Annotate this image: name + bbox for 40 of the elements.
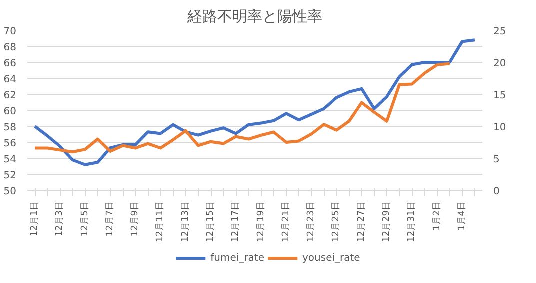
x-tick-label: 12月25日 (332, 202, 342, 242)
line-series (34, 62, 452, 154)
y-tick-label: 66 (4, 58, 17, 70)
x-tick-label: 12月23日 (306, 202, 317, 242)
y2-tick-label: 25 (494, 26, 506, 38)
x-tick-label: 12月27日 (356, 202, 367, 242)
y-tick-label: 60 (4, 106, 17, 118)
x-tick-label: 12月15日 (206, 202, 216, 242)
x-tick-label: 12月7日 (105, 201, 116, 237)
y2-tick-label: 15 (494, 90, 506, 102)
x-tick-label: 12月3日 (55, 201, 66, 237)
y-tick-label: 52 (4, 170, 17, 182)
y-tick-label: 54 (4, 154, 17, 166)
y-tick-label: 68 (4, 42, 17, 54)
y2-tick-label: 0 (494, 186, 500, 198)
x-tick-label: 12月11日 (156, 202, 166, 242)
x-tick-label: 1月4日 (457, 202, 468, 231)
x-tick-label: 12月19日 (256, 202, 266, 242)
y2-tick-label: 5 (494, 154, 500, 166)
legend-label: fumei_rate (210, 252, 265, 264)
line-series (34, 38, 476, 166)
x-tick-label: 12月31日 (407, 202, 418, 242)
y-tick-label: 58 (4, 122, 17, 134)
chart-title: 経路不明率と陽性率 (186, 8, 322, 26)
y-tick-label: 62 (4, 90, 17, 102)
y-tick-label: 56 (4, 138, 17, 150)
y-tick-label: 70 (4, 26, 17, 38)
y-tick-label: 50 (4, 186, 17, 198)
x-tick-label: 12月29日 (382, 202, 392, 242)
x-tick-label: 12月9日 (130, 201, 141, 237)
legend-label: yousei_rate (302, 252, 360, 264)
x-tick-label: 12月5日 (80, 201, 90, 237)
x-tick-label: 12月21日 (281, 202, 292, 242)
x-tick-label: 1月2日 (432, 202, 442, 231)
y-tick-label: 64 (4, 74, 17, 86)
x-tick-label: 12月1日 (30, 201, 40, 237)
x-tick-label: 12月13日 (180, 202, 191, 242)
x-tick-label: 12月17日 (231, 202, 242, 242)
y2-tick-label: 20 (494, 58, 506, 70)
y2-tick-label: 10 (494, 122, 506, 134)
